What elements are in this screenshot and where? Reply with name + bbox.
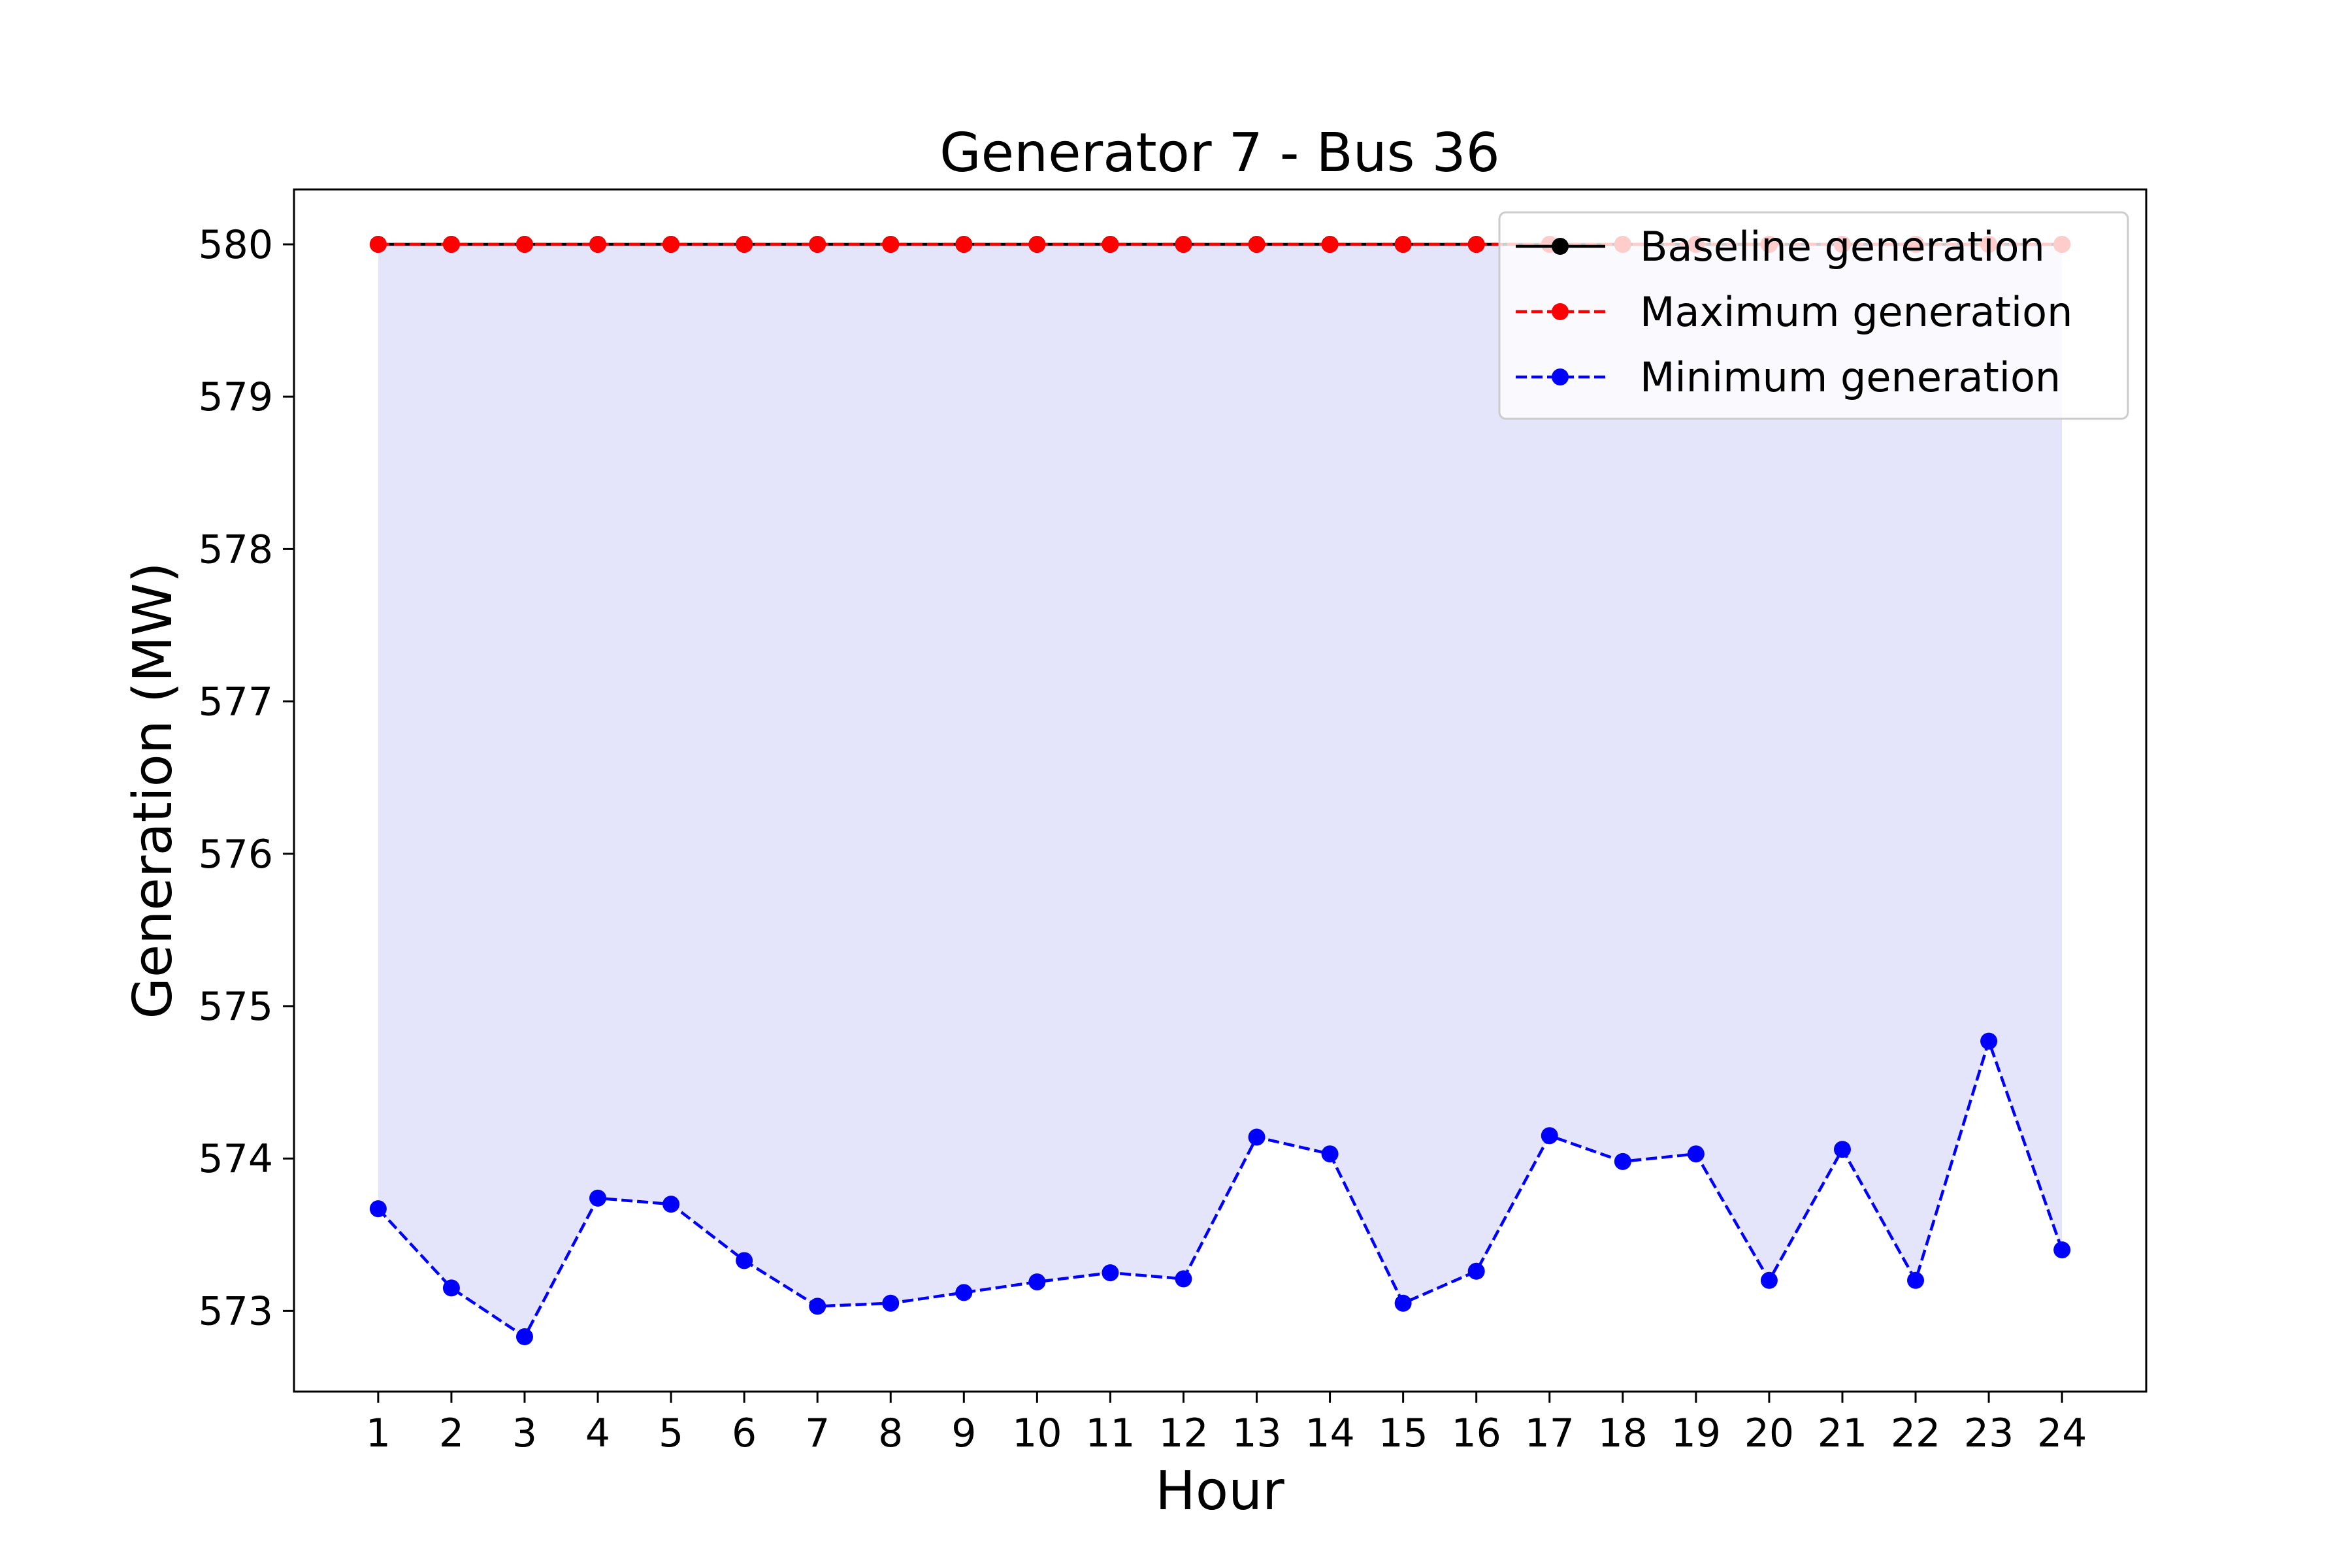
x-tick-label: 14 <box>1305 1411 1354 1456</box>
data-point <box>1321 1145 1339 1163</box>
data-point <box>1760 1271 1778 1289</box>
x-tick-label: 15 <box>1378 1411 1428 1456</box>
data-point <box>882 235 900 253</box>
data-point <box>369 1200 387 1218</box>
data-point <box>589 1189 607 1207</box>
data-point <box>1175 1270 1192 1288</box>
x-axis-label: Hour <box>1155 1460 1284 1522</box>
data-point <box>882 1294 900 1312</box>
x-tick-label: 5 <box>659 1411 683 1456</box>
legend-label: Baseline generation <box>1640 223 2045 270</box>
x-tick-label: 16 <box>1452 1411 1501 1456</box>
x-tick-label: 13 <box>1232 1411 1281 1456</box>
shaded-range-area <box>378 244 2063 1337</box>
data-point <box>1687 1145 1705 1163</box>
data-point <box>442 1279 460 1297</box>
data-point <box>1980 1032 1998 1050</box>
legend-label: Minimum generation <box>1640 353 2061 401</box>
ticks-layer: 1 2 3 4 5 6 7 8 9 10 11 12 13 14 15 16 17 18 19 20 21 22 23 245… <box>198 222 2087 1456</box>
data-point <box>736 235 753 253</box>
y-tick-label: 577 <box>198 679 273 725</box>
data-point <box>369 235 387 253</box>
series-2 <box>369 1032 2071 1346</box>
data-point <box>662 1196 680 1213</box>
data-point <box>1467 235 1485 253</box>
x-tick-label: 23 <box>1964 1411 2014 1456</box>
data-point <box>1028 235 1046 253</box>
data-point <box>515 235 533 253</box>
data-point <box>1321 235 1339 253</box>
x-tick-label: 2 <box>439 1411 464 1456</box>
x-tick-label: 24 <box>2037 1411 2087 1456</box>
data-point <box>1028 1273 1046 1291</box>
legend-label: Maximum generation <box>1640 288 2072 336</box>
y-tick-label: 573 <box>198 1288 273 1334</box>
x-tick-label: 11 <box>1085 1411 1135 1456</box>
x-tick-label: 20 <box>1744 1411 1794 1456</box>
y-tick-label: 575 <box>198 984 273 1030</box>
y-tick-label: 580 <box>198 222 273 268</box>
data-point <box>809 235 826 253</box>
legend-marker <box>1552 303 1569 320</box>
x-tick-label: 10 <box>1012 1411 1062 1456</box>
data-point <box>662 235 680 253</box>
data-point <box>589 235 607 253</box>
data-point <box>1102 235 1119 253</box>
series-line-2 <box>377 1036 2064 1339</box>
x-tick-label: 19 <box>1671 1411 1721 1456</box>
data-point <box>1248 235 1266 253</box>
x-tick-label: 9 <box>951 1411 976 1456</box>
data-point <box>515 1328 533 1346</box>
data-point <box>1467 1262 1485 1280</box>
data-point <box>1102 1264 1119 1282</box>
legend-marker <box>1552 238 1569 255</box>
data-point <box>1907 1271 1925 1289</box>
data-point <box>1175 235 1192 253</box>
x-tick-label: 3 <box>512 1411 537 1456</box>
legend-box <box>1498 211 2129 420</box>
fill-area-layer <box>378 244 2063 1337</box>
x-tick-label: 4 <box>585 1411 610 1456</box>
x-tick-label: 21 <box>1818 1411 1867 1456</box>
data-point <box>955 235 973 253</box>
plot-frame <box>293 188 2148 1393</box>
data-point <box>2053 1241 2071 1259</box>
data-point <box>955 1284 973 1301</box>
legend-marker <box>1552 368 1569 385</box>
y-tick-label: 574 <box>198 1136 273 1182</box>
y-tick-label: 578 <box>198 527 273 572</box>
data-point <box>1248 1128 1266 1146</box>
data-point <box>1394 1294 1412 1312</box>
data-point <box>809 1298 826 1315</box>
data-point <box>442 235 460 253</box>
data-point <box>1833 1141 1851 1158</box>
data-point <box>1614 1152 1631 1170</box>
x-tick-label: 8 <box>878 1411 903 1456</box>
data-point <box>1394 235 1412 253</box>
x-tick-label: 17 <box>1525 1411 1575 1456</box>
x-tick-label: 7 <box>805 1411 830 1456</box>
chart-title: Generator 7 - Bus 36 <box>939 122 1500 184</box>
x-tick-label: 18 <box>1598 1411 1648 1456</box>
x-tick-label: 6 <box>732 1411 757 1456</box>
y-axis-label: Generation (MW) <box>122 562 184 1019</box>
legend: Baseline generation Maximum generation Min… <box>1498 211 2129 420</box>
y-tick-label: 576 <box>198 832 273 877</box>
data-point <box>1541 1127 1558 1145</box>
x-tick-label: 1 <box>366 1411 391 1456</box>
data-point <box>736 1252 753 1269</box>
x-tick-label: 12 <box>1158 1411 1208 1456</box>
x-tick-label: 22 <box>1891 1411 1940 1456</box>
y-tick-label: 579 <box>198 374 273 420</box>
